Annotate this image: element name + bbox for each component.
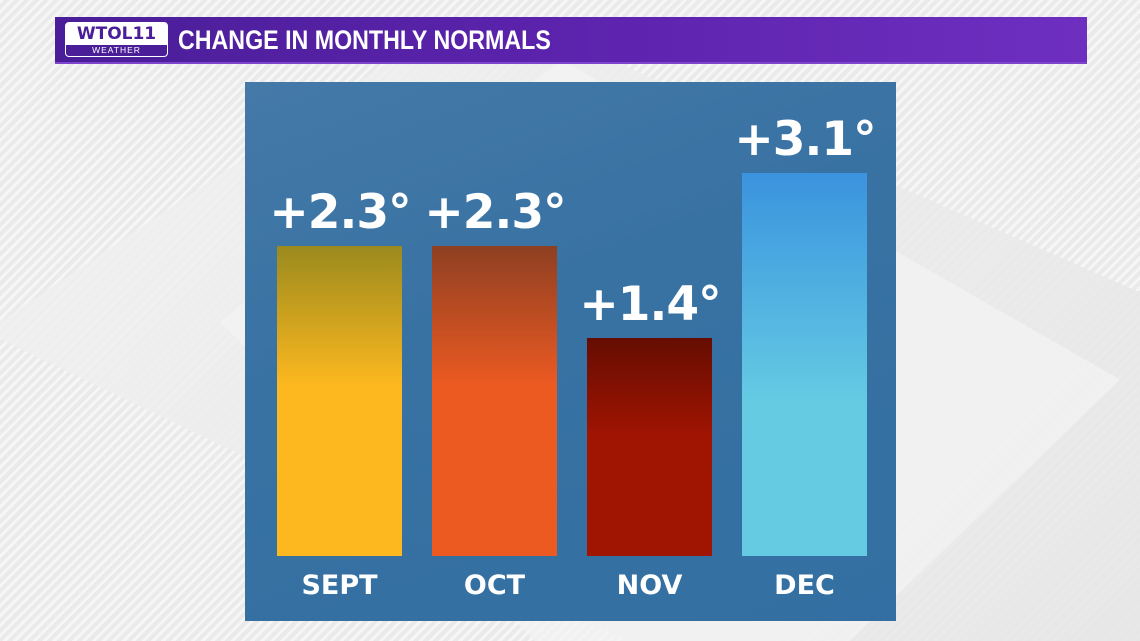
value-label-oct: +2.3° <box>424 185 566 240</box>
logo-sub-text: WEATHER <box>92 45 141 55</box>
logo-main-text: WTOL11 <box>66 23 167 45</box>
bar-oct <box>432 246 557 556</box>
value-label-dec: +3.1° <box>734 112 876 167</box>
category-label-oct: OCT <box>463 570 526 601</box>
bar-sept <box>277 246 402 556</box>
category-label-nov: NOV <box>616 570 683 601</box>
chart-title: CHANGE IN MONTHLY NORMALS <box>178 25 551 55</box>
bar-nov <box>587 338 712 556</box>
category-label-dec: DEC <box>774 570 835 601</box>
title-bar: WTOL11 WEATHER CHANGE IN MONTHLY NORMALS <box>55 17 1087 64</box>
category-label-sept: SEPT <box>301 570 378 601</box>
value-label-sept: +2.3° <box>269 185 411 240</box>
bar-dec <box>742 173 867 556</box>
value-label-nov: +1.4° <box>579 277 721 332</box>
chart-panel: +2.3° SEPT +2.3° OCT +1.4° NOV +3.1° DEC <box>245 82 896 621</box>
station-logo: WTOL11 WEATHER <box>65 22 168 57</box>
